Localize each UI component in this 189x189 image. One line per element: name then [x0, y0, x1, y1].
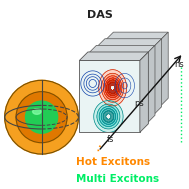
Polygon shape: [140, 52, 148, 132]
Polygon shape: [160, 32, 168, 107]
Text: fs: fs: [107, 135, 114, 144]
Circle shape: [16, 92, 67, 143]
Polygon shape: [153, 39, 162, 115]
Circle shape: [26, 101, 58, 133]
Polygon shape: [88, 54, 146, 124]
Polygon shape: [105, 41, 160, 107]
Text: DAS: DAS: [87, 10, 113, 20]
Polygon shape: [79, 60, 140, 132]
Polygon shape: [146, 45, 155, 124]
Circle shape: [5, 80, 78, 154]
Text: ns: ns: [174, 60, 184, 69]
Polygon shape: [96, 39, 162, 47]
Polygon shape: [88, 45, 155, 54]
Ellipse shape: [33, 109, 41, 114]
Text: Hot Excitons: Hot Excitons: [76, 157, 150, 167]
Text: Multi Excitons: Multi Excitons: [76, 174, 159, 184]
Polygon shape: [105, 32, 168, 41]
Polygon shape: [96, 47, 153, 115]
Polygon shape: [79, 52, 148, 60]
Text: ps: ps: [134, 99, 144, 108]
